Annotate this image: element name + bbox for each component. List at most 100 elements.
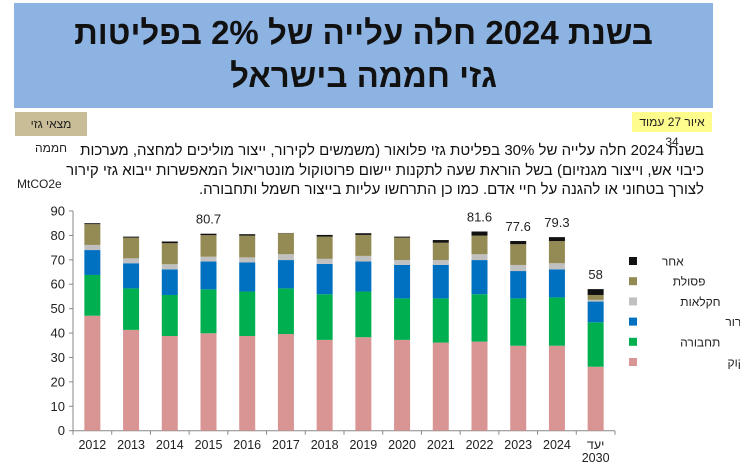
data-label: 79.3 <box>544 215 569 230</box>
bar-segment <box>277 260 294 289</box>
bar-segment <box>510 244 527 265</box>
x-tick-label: 2023 <box>504 438 532 452</box>
legend-swatch <box>629 317 637 326</box>
y-tick-label: 30 <box>51 350 65 365</box>
y-tick-label: 90 <box>51 204 65 219</box>
bar-segment <box>471 260 488 295</box>
bar-segment <box>355 291 372 338</box>
y-tick-label: 60 <box>51 277 65 292</box>
legend-label: אחר <box>662 255 684 269</box>
bar-segment <box>510 264 527 272</box>
description-paragraph: בשנת 2024 חלה עלייה של 30% בפליטת גזי פל… <box>66 142 704 198</box>
bar-segment <box>355 233 372 235</box>
x-tick-label: 2014 <box>156 438 184 452</box>
figure-reference-tag: איור 27 עמוד 34 <box>632 112 712 149</box>
bar-segment <box>84 315 101 431</box>
bar-segment <box>394 264 411 299</box>
bar-segment <box>161 243 178 265</box>
bar-segment <box>587 289 604 295</box>
bar-segment <box>84 224 101 245</box>
bar-segment <box>277 233 294 255</box>
x-tick-label: 2018 <box>311 438 339 452</box>
bar-segment <box>200 289 217 334</box>
bar-segment <box>239 235 256 258</box>
bar-segment <box>84 223 101 225</box>
bar-segment <box>123 263 140 289</box>
bar-segment <box>277 288 294 335</box>
legend-swatch <box>629 257 637 265</box>
bar-segment <box>394 339 411 431</box>
bar-segment <box>316 234 333 237</box>
x-tick-label: 2021 <box>427 438 455 452</box>
y-tick-label: 0 <box>58 423 65 438</box>
y-tick-label: 80 <box>51 228 65 243</box>
bar-segment <box>587 299 604 302</box>
legend-label: תעשייה וגזי קירור <box>725 315 740 329</box>
x-tick-label: 2024 <box>543 438 571 452</box>
bar-segment <box>355 261 372 292</box>
x-tick-label: 2019 <box>349 438 377 452</box>
bar-segment <box>548 241 565 264</box>
title-line-2: גזי חממה בישראל <box>230 57 497 94</box>
bar-segment <box>355 234 372 256</box>
page-title: בשנת 2024 חלה עלייה של 2% בפליטות גזי חמ… <box>14 11 713 97</box>
bar-segment <box>161 264 178 270</box>
bar-segment <box>355 337 372 431</box>
bar-segment <box>471 231 488 236</box>
bar-segment <box>548 263 565 270</box>
bar-segment <box>587 322 604 367</box>
bar-segment <box>161 241 178 244</box>
section-tag: מצאי גזי חממה <box>15 112 87 155</box>
y-tick-label: 50 <box>51 301 65 316</box>
bar-segment <box>316 263 333 295</box>
bar-segment <box>432 342 449 431</box>
legend-label: חקלאות <box>680 295 720 309</box>
x-tick-label: יעד <box>587 438 604 452</box>
bar-segment <box>432 298 449 343</box>
x-tick-label: 2013 <box>117 438 145 452</box>
bar-segment <box>316 236 333 259</box>
bar-segment <box>239 257 256 263</box>
bar-segment <box>510 271 527 299</box>
bar-segment <box>394 298 411 340</box>
bar-segment <box>316 258 333 264</box>
y-tick-label: 70 <box>51 252 65 267</box>
x-tick-label: 2012 <box>78 438 106 452</box>
bar-segment <box>548 269 565 298</box>
data-label: 58 <box>588 267 602 282</box>
bar-segment <box>316 339 333 431</box>
bar-segment <box>123 258 140 264</box>
bar-segment <box>587 294 604 300</box>
legend-label: ייצור חשמל וזיקוק <box>728 356 740 370</box>
legend-swatch <box>629 337 637 346</box>
bar-segment <box>123 236 140 238</box>
bar-segment <box>200 261 217 290</box>
bar-segment <box>200 235 217 257</box>
bar-segment <box>316 294 333 340</box>
data-label: 77.6 <box>506 219 531 234</box>
bar-segment <box>548 345 565 431</box>
bar-segment <box>239 291 256 336</box>
bar-segment <box>548 297 565 346</box>
bar-segment <box>200 233 217 236</box>
y-tick-label: 20 <box>51 374 65 389</box>
bar-segment <box>510 241 527 245</box>
bar-segment <box>394 237 411 261</box>
bar-segment <box>239 335 256 431</box>
bar-segment <box>277 334 294 431</box>
bar-segment <box>200 256 217 262</box>
x-tick-label: 2030 <box>582 451 610 465</box>
bar-segment <box>123 329 140 431</box>
data-label: 81.6 <box>467 210 492 225</box>
bar-segment <box>587 366 604 431</box>
bar-segment <box>432 242 449 261</box>
x-tick-label: 2015 <box>195 438 223 452</box>
legend-swatch <box>629 297 637 306</box>
x-tick-label: 2022 <box>466 438 494 452</box>
title-banner: בשנת 2024 חלה עלייה של 2% בפליטות גזי חמ… <box>14 3 713 108</box>
bar-segment <box>239 262 256 292</box>
legend-swatch <box>629 358 637 366</box>
bar-segment <box>394 236 411 238</box>
title-line-1: בשנת 2024 חלה עלייה של 2% בפליטות <box>74 14 653 51</box>
bar-segment <box>123 237 140 259</box>
